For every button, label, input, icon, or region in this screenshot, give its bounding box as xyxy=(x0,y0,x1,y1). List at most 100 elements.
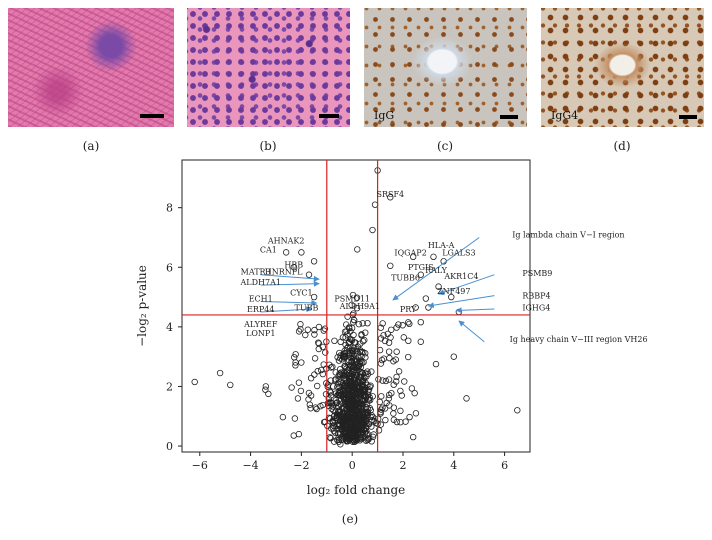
data-point xyxy=(354,246,361,253)
data-point xyxy=(343,388,351,395)
data-point xyxy=(417,318,424,326)
data-point xyxy=(401,378,408,385)
data-point xyxy=(358,400,365,408)
data-point xyxy=(295,328,303,335)
data-point xyxy=(331,337,338,345)
panel-d-tag: IgG4 xyxy=(551,109,579,122)
data-point xyxy=(191,378,198,386)
data-point xyxy=(358,419,365,426)
data-point xyxy=(409,433,417,441)
data-point xyxy=(385,376,393,383)
gene-label: PTGIS xyxy=(408,263,434,272)
data-point xyxy=(305,271,313,278)
data-point xyxy=(335,357,343,364)
annotation-arrow xyxy=(260,274,320,282)
data-point xyxy=(363,373,370,380)
data-point xyxy=(432,360,440,368)
data-point xyxy=(362,350,369,357)
data-point xyxy=(322,349,329,356)
data-point xyxy=(362,329,369,336)
data-point xyxy=(348,301,355,309)
data-point xyxy=(317,366,325,374)
data-point xyxy=(347,372,354,379)
y-tick-label: 6 xyxy=(166,261,173,274)
data-point xyxy=(349,385,356,392)
gene-label: ALDH9A1 xyxy=(339,302,380,311)
data-point xyxy=(314,382,321,390)
data-point xyxy=(450,353,457,360)
gene-label: ZNF497 xyxy=(437,287,470,296)
panel-d-igg4-image: IgG4 xyxy=(541,8,704,127)
data-point xyxy=(376,398,383,406)
data-point xyxy=(352,410,359,418)
data-point xyxy=(379,320,386,327)
data-point xyxy=(227,381,234,389)
data-point xyxy=(336,384,343,391)
data-point xyxy=(282,249,290,256)
data-point xyxy=(352,402,359,410)
data-point xyxy=(306,401,314,408)
data-point xyxy=(378,356,386,364)
data-point xyxy=(336,430,344,438)
data-point xyxy=(341,416,349,423)
panel-label-e: (e) xyxy=(341,512,359,526)
annotation-arrow xyxy=(392,237,480,301)
x-tick-label: −4 xyxy=(242,459,258,472)
data-point xyxy=(321,418,329,426)
data-point xyxy=(321,325,329,332)
data-point xyxy=(362,354,369,361)
data-point xyxy=(332,429,339,436)
gene-label: RALY xyxy=(425,266,448,275)
data-point xyxy=(291,354,298,361)
annotation-arrow xyxy=(458,320,485,343)
data-point xyxy=(305,389,313,397)
data-point xyxy=(366,394,373,401)
gene-label: Ig heavy chain V−III region VH26 xyxy=(510,335,648,344)
data-point xyxy=(311,355,319,362)
data-point xyxy=(405,337,412,345)
data-point xyxy=(342,429,350,437)
data-point xyxy=(357,358,364,366)
data-point xyxy=(357,435,364,442)
data-point xyxy=(361,336,368,344)
data-point xyxy=(362,416,369,423)
data-point xyxy=(393,378,400,385)
data-point xyxy=(404,353,412,361)
x-tick-label: 4 xyxy=(450,459,457,472)
data-point xyxy=(314,367,321,375)
gene-label: LONP1 xyxy=(246,329,275,338)
data-point xyxy=(297,387,305,395)
data-point xyxy=(345,395,353,402)
data-point xyxy=(390,410,397,417)
data-point xyxy=(359,320,366,327)
gene-label: MATR3 xyxy=(241,268,271,277)
data-point xyxy=(334,383,341,391)
x-tick-label: −6 xyxy=(192,459,208,472)
data-point xyxy=(355,362,362,370)
data-point xyxy=(369,226,376,234)
data-point xyxy=(329,363,336,370)
gene-label: CA1 xyxy=(260,245,277,254)
data-point xyxy=(390,404,398,411)
data-point xyxy=(412,304,419,311)
gene-label: HLA-A xyxy=(428,241,455,250)
data-point xyxy=(340,419,347,426)
data-point xyxy=(411,389,418,397)
panel-label-d: (d) xyxy=(613,139,631,153)
data-point xyxy=(340,354,348,361)
data-point xyxy=(337,369,345,376)
data-point xyxy=(514,407,521,414)
data-point xyxy=(311,331,318,338)
data-point xyxy=(319,370,327,378)
gene-label: AKR1C4 xyxy=(443,272,478,281)
data-point xyxy=(343,395,350,403)
data-point xyxy=(393,418,401,426)
data-point xyxy=(292,351,299,358)
data-point xyxy=(333,436,341,444)
gene-label: ECH1 xyxy=(249,295,273,304)
data-point xyxy=(405,319,412,326)
y-tick-label: 0 xyxy=(166,440,173,453)
panel-label-b: (b) xyxy=(259,139,277,153)
annotation-arrow xyxy=(260,299,318,306)
data-point xyxy=(417,338,424,345)
